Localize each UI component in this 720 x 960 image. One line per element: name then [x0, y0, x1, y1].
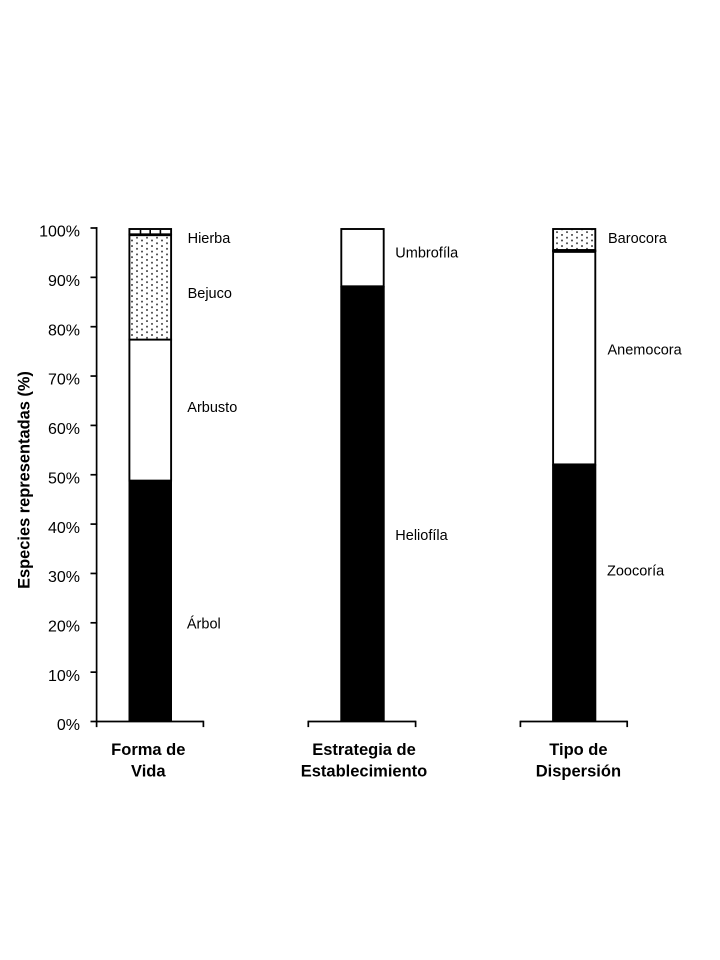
svg-text:20%: 20% — [48, 619, 80, 636]
svg-text:Estrategia de: Estrategia de — [312, 741, 416, 759]
svg-text:30%: 30% — [48, 569, 80, 586]
svg-text:Umbrofíla: Umbrofíla — [395, 246, 459, 262]
svg-text:Especies representadas (%): Especies representadas (%) — [16, 371, 34, 589]
svg-text:Forma de: Forma de — [111, 741, 185, 759]
svg-text:50%: 50% — [48, 470, 80, 487]
svg-text:Zoocoría: Zoocoría — [607, 563, 665, 579]
svg-text:90%: 90% — [48, 273, 80, 290]
svg-text:Vida: Vida — [131, 762, 166, 780]
svg-text:Bejuco: Bejuco — [188, 286, 232, 302]
svg-text:Árbol: Árbol — [187, 615, 221, 632]
svg-text:Dispersión: Dispersión — [536, 762, 621, 780]
svg-text:Barocora: Barocora — [608, 231, 668, 247]
svg-text:10%: 10% — [48, 668, 80, 685]
svg-text:80%: 80% — [48, 322, 80, 339]
svg-text:70%: 70% — [48, 372, 80, 389]
svg-text:Tipo de: Tipo de — [549, 741, 607, 759]
svg-text:60%: 60% — [48, 421, 80, 438]
svg-text:Arbusto: Arbusto — [187, 400, 237, 416]
svg-text:Establecimiento: Establecimiento — [301, 762, 428, 780]
svg-text:Hierba: Hierba — [188, 231, 232, 247]
svg-text:100%: 100% — [39, 224, 80, 241]
svg-text:0%: 0% — [57, 717, 80, 734]
svg-text:Heliofíla: Heliofíla — [395, 528, 448, 544]
svg-text:Anemocora: Anemocora — [608, 343, 683, 359]
svg-text:40%: 40% — [48, 520, 80, 537]
